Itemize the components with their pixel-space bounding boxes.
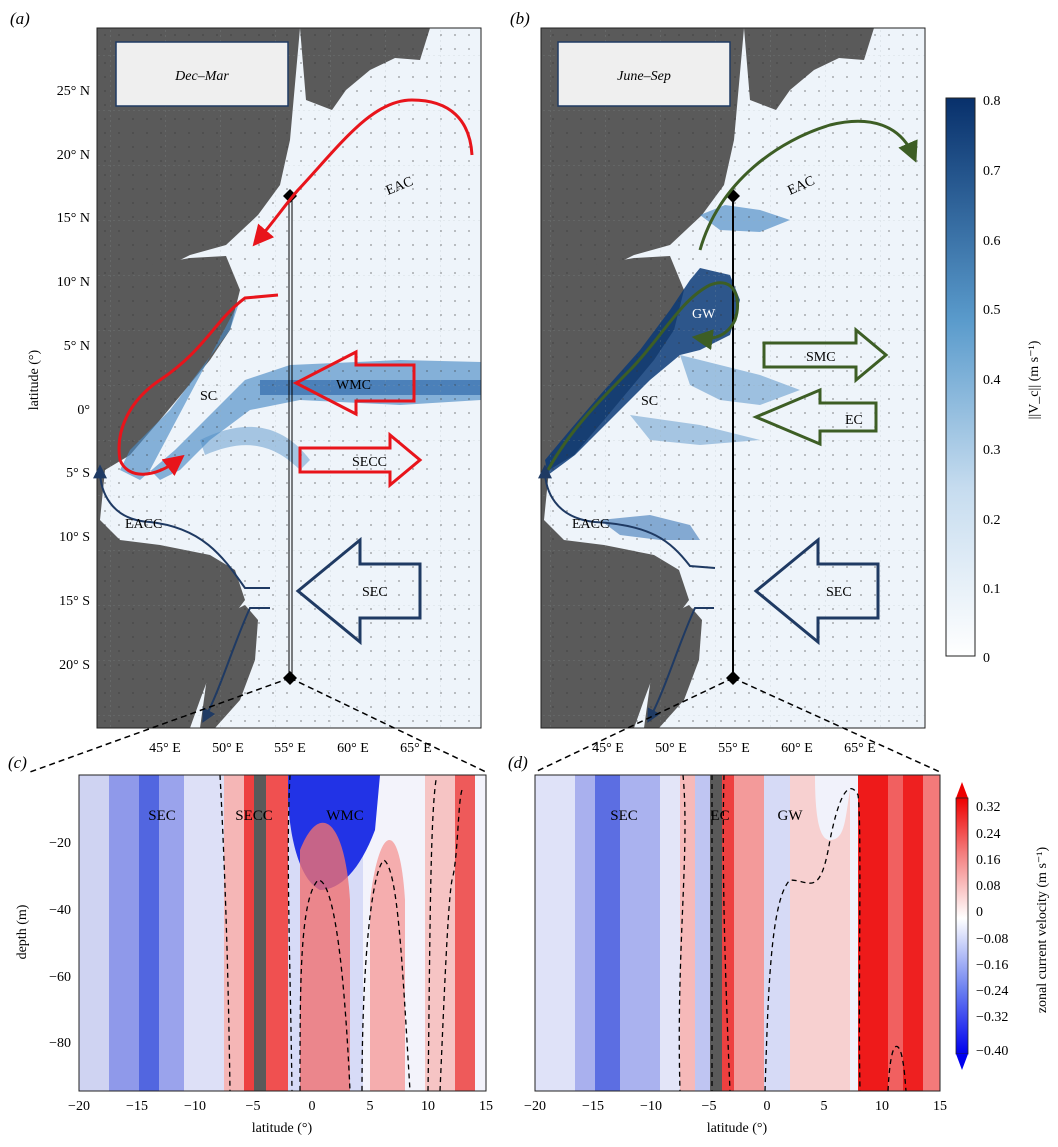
zonal-colorbar: 0.32 0.24 0.16 0.08 0 −0.08 −0.16 −0.24 … — [955, 782, 1050, 1070]
zonal-tick: −0.32 — [976, 1010, 1008, 1025]
map-panel-a: (a) Dec–Mar — [10, 9, 482, 756]
section-lat-tick: −20 — [68, 1099, 90, 1114]
label-wmc-c: WMC — [326, 808, 364, 824]
label-smc-b: SMC — [806, 350, 836, 365]
section-ylabel: depth (m) — [15, 904, 30, 959]
label-sec-c: SEC — [148, 808, 176, 824]
speed-tick: 0.6 — [983, 234, 1001, 249]
section-lat-tick: 5 — [367, 1099, 374, 1114]
lat-tick: 0° — [77, 403, 90, 418]
lon-tick: 55° E — [274, 741, 306, 756]
label-eacc-b: EACC — [572, 517, 609, 532]
section-lat-tick: 5 — [821, 1099, 828, 1114]
lon-tick: 60° E — [337, 741, 369, 756]
lat-tick: 10° N — [57, 275, 90, 290]
section-lat-tick: −10 — [640, 1099, 662, 1114]
lon-tick: 50° E — [655, 741, 687, 756]
speed-tick: 0.1 — [983, 582, 1001, 597]
lon-tick: 45° E — [149, 741, 181, 756]
lon-tick: 65° E — [844, 741, 876, 756]
section-lat-tick: 0 — [764, 1099, 771, 1114]
lat-tick: 15° S — [59, 594, 90, 609]
depth-tick: −80 — [49, 1036, 71, 1051]
depth-tick: −20 — [49, 836, 71, 851]
panel-letter-b: (b) — [510, 9, 530, 28]
section-lat-tick: −15 — [582, 1099, 604, 1114]
speed-tick: 0 — [983, 651, 990, 666]
speed-tick: 0.8 — [983, 94, 1001, 109]
speed-tick: 0.2 — [983, 513, 1001, 528]
lat-tick: 25° N — [57, 84, 90, 99]
lat-tick: 5° N — [64, 339, 90, 354]
label-wmc-a: WMC — [336, 378, 371, 393]
label-sec-d: SEC — [610, 808, 638, 824]
label-sec-a: SEC — [362, 585, 388, 600]
lat-tick: 15° N — [57, 211, 90, 226]
lon-tick: 55° E — [718, 741, 750, 756]
zonal-tick: 0.32 — [976, 800, 1001, 815]
lon-tick: 60° E — [781, 741, 813, 756]
zonal-colorbar-label: zonal current velocity (m s⁻¹) — [1035, 847, 1050, 1014]
section-lat-tick: −10 — [184, 1099, 206, 1114]
speed-tick: 0.5 — [983, 303, 1001, 318]
zonal-tick: 0.16 — [976, 853, 1001, 868]
zonal-tick: 0 — [976, 905, 983, 920]
label-sc-b: SC — [641, 394, 658, 409]
speed-tick: 0.7 — [983, 164, 1001, 179]
panel-letter-c: (c) — [8, 753, 27, 772]
label-gw-d: GW — [778, 808, 804, 824]
lat-tick: 20° N — [57, 148, 90, 163]
section-lat-tick: −5 — [702, 1099, 717, 1114]
section-panel-c: (c) — [8, 753, 493, 1136]
section-xlabel: latitude (°) — [252, 1121, 313, 1136]
map-panel-b: (b) June–Sep — [510, 9, 926, 756]
section-lat-tick: −20 — [524, 1099, 546, 1114]
zonal-tick: −0.24 — [976, 984, 1008, 999]
lat-tick: 20° S — [59, 658, 90, 673]
depth-tick: −60 — [49, 970, 71, 985]
zonal-tick: 0.24 — [976, 827, 1001, 842]
section-panel-d: (d) — [508, 753, 947, 1136]
section-lat-tick: 15 — [933, 1099, 947, 1114]
section-lat-tick: −5 — [246, 1099, 261, 1114]
lat-tick: 5° S — [66, 466, 90, 481]
label-eacc-a: EACC — [125, 517, 162, 532]
section-lat-tick: 10 — [875, 1099, 889, 1114]
section-xlabel: latitude (°) — [707, 1121, 768, 1136]
label-gw-b: GW — [692, 307, 716, 322]
lon-tick: 50° E — [212, 741, 244, 756]
zonal-tick: −0.08 — [976, 932, 1008, 947]
speed-colorbar-label: ||V_c|| (m s⁻¹) — [1027, 340, 1042, 419]
lon-tick: 65° E — [400, 741, 432, 756]
lat-tick: 10° S — [59, 530, 90, 545]
panel-letter-d: (d) — [508, 753, 528, 772]
panel-letter-a: (a) — [10, 9, 30, 28]
zonal-tick: −0.40 — [976, 1044, 1008, 1059]
label-sc-a: SC — [200, 389, 217, 404]
depth-tick: −40 — [49, 903, 71, 918]
zonal-tick: 0.08 — [976, 879, 1001, 894]
season-label-b: June–Sep — [617, 69, 671, 84]
speed-colorbar: 0.8 0.7 0.6 0.5 0.4 0.3 0.2 0.1 0 ||V_c|… — [945, 94, 1042, 666]
label-sec-b: SEC — [826, 585, 852, 600]
map-ylabel: latitude (°) — [27, 349, 42, 410]
speed-tick: 0.4 — [983, 373, 1001, 388]
label-ec-d: EC — [710, 808, 729, 824]
label-secc-c: SECC — [235, 808, 273, 824]
label-ec-b: EC — [845, 413, 863, 428]
season-label-a: Dec–Mar — [174, 69, 229, 84]
lon-tick: 45° E — [592, 741, 624, 756]
section-lat-tick: 0 — [309, 1099, 316, 1114]
label-secc-a: SECC — [352, 455, 387, 470]
speed-tick: 0.3 — [983, 443, 1001, 458]
zonal-tick: −0.16 — [976, 958, 1008, 973]
section-lat-tick: 10 — [421, 1099, 435, 1114]
section-lat-tick: −15 — [126, 1099, 148, 1114]
section-lat-tick: 15 — [479, 1099, 493, 1114]
